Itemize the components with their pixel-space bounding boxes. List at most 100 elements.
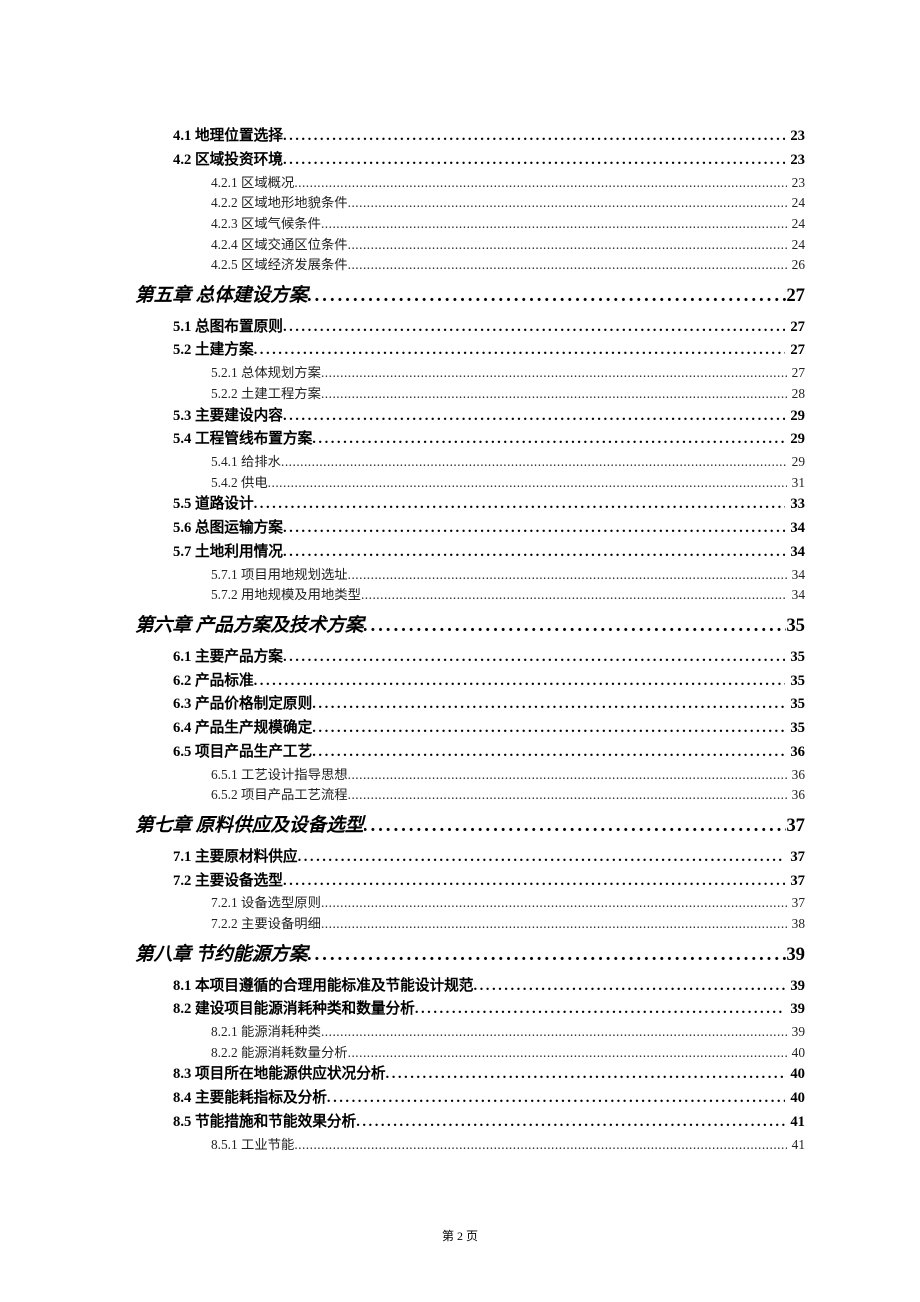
toc-entry: 第六章 产品方案及技术方案35 bbox=[135, 611, 805, 641]
toc-page-number: 41 bbox=[787, 1135, 805, 1156]
toc-leader-dots bbox=[268, 473, 787, 494]
toc-entry: 6.3 产品价格制定原则35 bbox=[135, 693, 805, 717]
toc-entry: 5.4.1 给排水 29 bbox=[135, 452, 805, 473]
toc-leader-dots bbox=[281, 452, 787, 473]
toc-label: 6.2 产品标准 bbox=[173, 670, 254, 694]
toc-leader-dots bbox=[294, 1135, 787, 1156]
toc-entry: 5.2.2 土建工程方案28 bbox=[135, 384, 805, 405]
toc-label: 8.5 节能措施和节能效果分析 bbox=[173, 1111, 356, 1135]
toc-label: 第七章 原料供应及设备选型 bbox=[135, 811, 364, 841]
toc-page-number: 39 bbox=[785, 975, 805, 999]
toc-page-number: 38 bbox=[787, 914, 805, 935]
toc-leader-dots bbox=[283, 405, 785, 429]
toc-label: 5.4.2 供电 bbox=[211, 473, 268, 494]
toc-leader-dots bbox=[356, 1111, 785, 1135]
toc-page-number: 34 bbox=[787, 585, 805, 606]
toc-leader-dots bbox=[321, 384, 787, 405]
toc-leader-dots bbox=[348, 565, 787, 586]
toc-entry: 7.2.1 设备选型原则37 bbox=[135, 893, 805, 914]
toc-entry: 5.7.2 用地规模及用地类型34 bbox=[135, 585, 805, 606]
toc-leader-dots bbox=[283, 316, 785, 340]
toc-leader-dots bbox=[321, 363, 787, 384]
toc-label: 8.2 建设项目能源消耗种类和数量分析 bbox=[173, 998, 415, 1022]
toc-leader-dots bbox=[415, 998, 785, 1022]
toc-label: 4.2.1 区域概况 bbox=[211, 173, 294, 194]
toc-label: 6.5.2 项目产品工艺流程 bbox=[211, 785, 348, 806]
toc-page-number: 39 bbox=[786, 940, 805, 970]
toc-entry: 6.1 主要产品方案35 bbox=[135, 646, 805, 670]
toc-entry: 5.5 道路设计33 bbox=[135, 493, 805, 517]
toc-entry: 8.1 本项目遵循的合理用能标准及节能设计规范39 bbox=[135, 975, 805, 999]
toc-label: 6.5 项目产品生产工艺 bbox=[173, 741, 312, 765]
toc-page-number: 31 bbox=[787, 473, 805, 494]
toc-leader-dots bbox=[348, 255, 787, 276]
toc-entry: 6.5 项目产品生产工艺 36 bbox=[135, 741, 805, 765]
toc-label: 5.7.1 项目用地规划选址 bbox=[211, 565, 348, 586]
toc-page-number: 23 bbox=[787, 173, 805, 194]
toc-label: 5.4 工程管线布置方案 bbox=[173, 428, 312, 452]
toc-leader-dots bbox=[312, 741, 785, 765]
toc-label: 5.2.2 土建工程方案 bbox=[211, 384, 321, 405]
toc-page-number: 40 bbox=[787, 1043, 805, 1064]
toc-page-number: 34 bbox=[787, 565, 805, 586]
toc-label: 5.1 总图布置原则 bbox=[173, 316, 283, 340]
toc-entry: 4.2.5 区域经济发展条件26 bbox=[135, 255, 805, 276]
toc-leader-dots bbox=[364, 811, 787, 841]
toc-label: 5.6 总图运输方案 bbox=[173, 517, 283, 541]
toc-label: 8.3 项目所在地能源供应状况分析 bbox=[173, 1063, 386, 1087]
toc-label: 5.2.1 总体规划方案 bbox=[211, 363, 321, 384]
toc-leader-dots bbox=[364, 611, 787, 641]
toc-label: 第八章 节约能源方案 bbox=[135, 940, 308, 970]
toc-label: 5.5 道路设计 bbox=[173, 493, 254, 517]
toc-label: 4.1 地理位置选择 bbox=[173, 125, 283, 149]
toc-entry: 5.7 土地利用情况34 bbox=[135, 541, 805, 565]
toc-entry: 5.4.2 供电 31 bbox=[135, 473, 805, 494]
toc-label: 7.2.2 主要设备明细 bbox=[211, 914, 321, 935]
toc-label: 4.2.4 区域交通区位条件 bbox=[211, 235, 348, 256]
toc-page-number: 26 bbox=[787, 255, 805, 276]
toc-page-number: 27 bbox=[785, 316, 805, 340]
toc-entry: 4.2 区域投资环境23 bbox=[135, 149, 805, 173]
toc-label: 8.4 主要能耗指标及分析 bbox=[173, 1087, 327, 1111]
toc-entry: 5.4 工程管线布置方案29 bbox=[135, 428, 805, 452]
toc-page-number: 36 bbox=[785, 741, 805, 765]
toc-page-number: 23 bbox=[785, 149, 805, 173]
toc-entry: 4.2.2 区域地形地貌条件24 bbox=[135, 193, 805, 214]
toc-entry: 8.2.2 能源消耗数量分析40 bbox=[135, 1043, 805, 1064]
toc-leader-dots bbox=[312, 717, 785, 741]
toc-leader-dots bbox=[283, 541, 785, 565]
toc-page-number: 29 bbox=[785, 405, 805, 429]
toc-leader-dots bbox=[321, 1022, 787, 1043]
toc-entry: 8.5.1 工业节能41 bbox=[135, 1135, 805, 1156]
toc-page-number: 27 bbox=[786, 281, 805, 311]
page-footer: 第 2 页 bbox=[0, 1227, 920, 1244]
toc-page-number: 29 bbox=[787, 452, 805, 473]
toc-entry: 8.3 项目所在地能源供应状况分析40 bbox=[135, 1063, 805, 1087]
toc-leader-dots bbox=[254, 670, 785, 694]
toc-entry: 5.2.1 总体规划方案27 bbox=[135, 363, 805, 384]
toc-entry: 4.2.3 区域气候条件 24 bbox=[135, 214, 805, 235]
toc-page-number: 27 bbox=[785, 339, 805, 363]
toc-leader-dots bbox=[348, 765, 787, 786]
toc-leader-dots bbox=[327, 1087, 785, 1111]
toc-label: 4.2.3 区域气候条件 bbox=[211, 214, 321, 235]
toc-entry: 7.2 主要设备选型37 bbox=[135, 870, 805, 894]
toc-leader-dots bbox=[294, 173, 787, 194]
toc-label: 5.4.1 给排水 bbox=[211, 452, 281, 473]
toc-page-number: 23 bbox=[785, 125, 805, 149]
toc-page-number: 41 bbox=[785, 1111, 805, 1135]
toc-leader-dots bbox=[283, 517, 785, 541]
toc-page-number: 37 bbox=[785, 846, 805, 870]
toc-page-number: 40 bbox=[785, 1087, 805, 1111]
toc-label: 7.2 主要设备选型 bbox=[173, 870, 283, 894]
toc-leader-dots bbox=[348, 193, 787, 214]
toc-page-number: 36 bbox=[787, 785, 805, 806]
toc-page-number: 24 bbox=[787, 214, 805, 235]
toc-entry: 8.2.1 能源消耗种类39 bbox=[135, 1022, 805, 1043]
toc-entry: 8.2 建设项目能源消耗种类和数量分析39 bbox=[135, 998, 805, 1022]
toc-entry: 5.1 总图布置原则 27 bbox=[135, 316, 805, 340]
toc-leader-dots bbox=[254, 493, 785, 517]
toc-page-number: 35 bbox=[785, 717, 805, 741]
toc-entry: 6.5.2 项目产品工艺流程 36 bbox=[135, 785, 805, 806]
toc-leader-dots bbox=[348, 1043, 787, 1064]
